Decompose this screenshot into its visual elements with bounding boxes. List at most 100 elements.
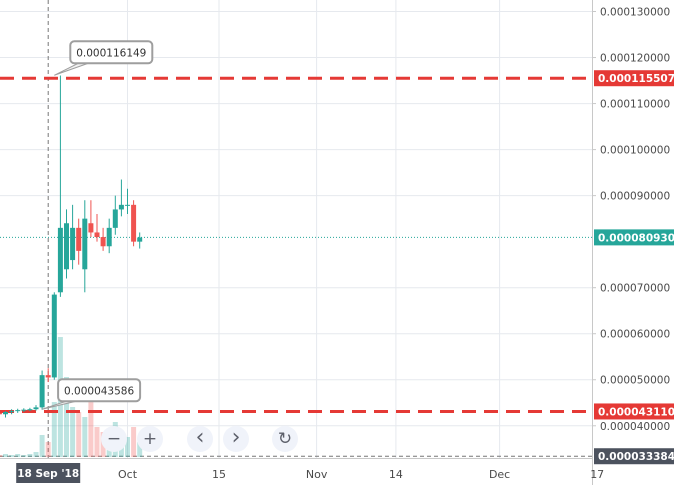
scroll-right-button[interactable]: › xyxy=(223,426,249,452)
candle-body xyxy=(39,375,45,408)
time-label: 14 xyxy=(389,468,403,481)
volume-bar xyxy=(15,454,21,457)
chevron-right-icon: › xyxy=(231,425,241,450)
candle-body xyxy=(3,411,8,415)
candle xyxy=(94,214,100,242)
reset-chart-button[interactable]: ↻ xyxy=(272,426,298,452)
volume-bar xyxy=(21,455,27,457)
time-label: Nov xyxy=(306,468,328,481)
candle xyxy=(57,75,63,297)
time-axis: Oct 15 Nov 14 Dec 17 18 Sep '18 xyxy=(0,458,604,483)
volume-bar xyxy=(64,377,69,457)
volume-bar xyxy=(70,407,76,457)
candle-body xyxy=(45,375,51,378)
time-label: 17 xyxy=(590,468,604,481)
grid xyxy=(0,0,592,458)
candle xyxy=(76,218,82,265)
zoom-in-button[interactable]: + xyxy=(137,426,163,452)
volume-bar xyxy=(51,402,57,457)
volume-bar xyxy=(88,397,94,457)
candle xyxy=(33,405,39,411)
candle xyxy=(88,200,94,238)
minus-icon: − xyxy=(106,429,122,449)
candle-body xyxy=(137,237,143,242)
price-tick-label: 0.000070000 xyxy=(600,283,670,295)
candle-body xyxy=(125,204,130,206)
callout-pointer xyxy=(54,62,89,76)
candle-body xyxy=(76,227,82,251)
price-tick-label: 0.000050000 xyxy=(600,375,670,387)
line-price-badge-text: 0.000115507 xyxy=(598,73,675,85)
time-label: 15 xyxy=(212,468,226,481)
candle-body xyxy=(88,223,94,233)
plus-icon: + xyxy=(142,429,158,449)
crosshair-price-badge-text: 0.000033384 xyxy=(598,451,675,463)
candle xyxy=(137,232,143,249)
volume-bar xyxy=(0,455,2,457)
candle-body xyxy=(100,237,106,247)
zoom-out-button[interactable]: − xyxy=(101,426,127,452)
candle xyxy=(21,408,27,412)
crosshair-price-badge-bg xyxy=(594,448,674,465)
current-price-badge-text: 0.000080930 xyxy=(598,232,675,244)
volume-bar xyxy=(9,455,15,457)
candle xyxy=(118,179,124,217)
current-price-badge-bg xyxy=(594,229,674,246)
crosshair-price-badge: 0.000033384 xyxy=(594,448,675,465)
candle xyxy=(51,292,57,380)
candle xyxy=(39,370,45,410)
candle-body xyxy=(57,227,63,293)
price-tick-label: 0.000130000 xyxy=(600,7,670,19)
price-tick-label: 0.000060000 xyxy=(600,329,670,341)
callout-box xyxy=(69,40,154,65)
price-callout: 0.000116149 xyxy=(54,40,154,76)
callout-box xyxy=(57,378,142,403)
candle xyxy=(70,204,76,270)
volume-bar xyxy=(33,452,39,457)
candle-body xyxy=(33,407,39,410)
time-label: Dec xyxy=(489,468,510,481)
price-lines xyxy=(0,76,592,413)
price-tick-label: 0.000120000 xyxy=(600,53,670,65)
candle-body xyxy=(131,204,137,242)
crosshair-date-text: 18 Sep '18 xyxy=(17,468,79,480)
price-tick-label: 0.000110000 xyxy=(600,99,670,111)
candle xyxy=(0,412,2,415)
candle-body xyxy=(94,232,100,238)
candle-body xyxy=(106,227,112,247)
price-axis: 0.000130000 0.000120000 0.000110000 0.00010… xyxy=(592,0,675,485)
reset-icon: ↻ xyxy=(277,429,293,449)
line-price-badge-bg xyxy=(594,403,674,420)
line-price-badge-bg xyxy=(594,70,674,87)
line-price-badge: 0.000043110 xyxy=(594,403,675,420)
candle xyxy=(82,200,88,293)
volume-bar xyxy=(3,454,8,457)
candle xyxy=(64,209,69,279)
price-callout: 0.000043586 xyxy=(41,378,142,410)
candles xyxy=(0,75,143,418)
time-label: Oct xyxy=(118,468,138,481)
current-price-badge: 0.000080930 xyxy=(594,229,675,246)
candle xyxy=(45,368,51,383)
chevron-left-icon: ‹ xyxy=(195,425,205,450)
price-tick-label: 0.000040000 xyxy=(600,421,670,433)
candle-body xyxy=(70,227,76,261)
candle-body xyxy=(112,209,118,228)
volume-bar xyxy=(39,435,45,457)
line-price-badge-text: 0.000043110 xyxy=(598,406,675,418)
volume-bar xyxy=(94,427,100,457)
scroll-left-button[interactable]: ‹ xyxy=(187,426,213,452)
line-price-badge: 0.000115507 xyxy=(594,70,675,87)
volume-bar xyxy=(27,454,33,457)
candle-body xyxy=(82,218,88,270)
candle xyxy=(112,195,118,235)
crosshair-date-badge xyxy=(16,463,81,483)
price-tick-label: 0.000090000 xyxy=(600,191,670,203)
volume-bar xyxy=(131,427,137,457)
candle-body xyxy=(118,204,124,210)
candle xyxy=(131,200,137,247)
candle xyxy=(15,408,21,413)
callout-label: 0.000116149 xyxy=(76,47,146,59)
